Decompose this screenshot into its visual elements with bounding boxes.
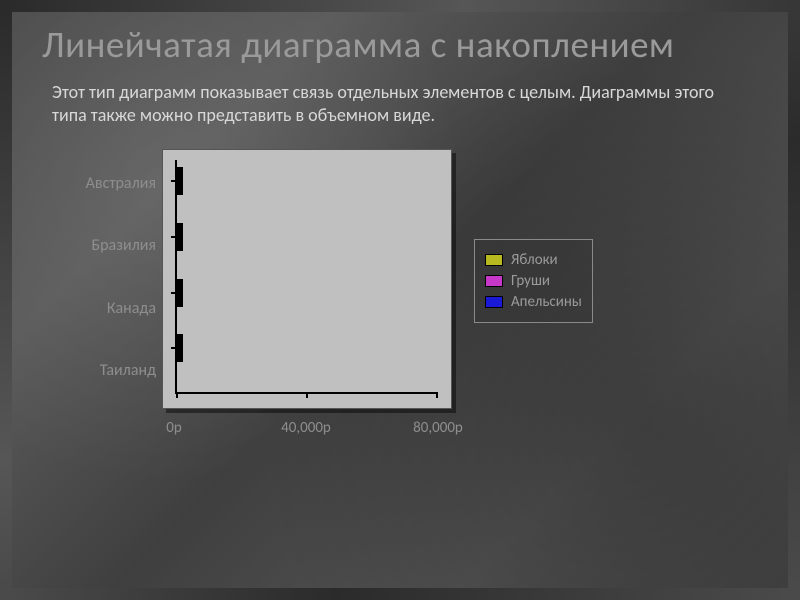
x-axis-label: 0р bbox=[166, 419, 181, 437]
legend-swatch bbox=[485, 275, 503, 287]
y-axis-label: Таиланд bbox=[100, 361, 156, 380]
bar-row bbox=[177, 223, 183, 251]
bar-segment bbox=[181, 167, 183, 195]
y-axis-label: Австралия bbox=[86, 174, 156, 193]
legend: Яблоки Груши Апельсины bbox=[474, 239, 593, 323]
legend-label: Груши bbox=[511, 272, 550, 290]
bar-row bbox=[177, 167, 183, 195]
chart-panel bbox=[162, 149, 452, 409]
bar-segment bbox=[181, 334, 183, 362]
slide-title: Линейчатая диаграмма с накоплением bbox=[42, 24, 758, 67]
bar-row bbox=[177, 334, 183, 362]
legend-label: Яблоки bbox=[511, 251, 558, 269]
legend-swatch bbox=[485, 296, 503, 308]
plot-area bbox=[175, 160, 437, 394]
y-axis-label: Канада bbox=[107, 299, 156, 318]
y-axis-labels: Австралия Бразилия Канада Таиланд bbox=[70, 149, 156, 409]
bar-row bbox=[177, 279, 183, 307]
legend-swatch bbox=[485, 254, 503, 266]
y-axis-label: Бразилия bbox=[92, 236, 156, 255]
legend-item: Яблоки bbox=[485, 251, 582, 269]
legend-item: Апельсины bbox=[485, 293, 582, 311]
bar-segment bbox=[181, 223, 183, 251]
chart-container: АвстралияБразилияКанадаТаиланд 0р40,000р… bbox=[162, 149, 758, 409]
x-axis-label: 80,000р bbox=[413, 419, 463, 437]
legend-label: Апельсины bbox=[511, 293, 582, 311]
legend-item: Груши bbox=[485, 272, 582, 290]
slide-description: Этот тип диаграмм показывает связь отдел… bbox=[52, 81, 718, 128]
bar-segment bbox=[181, 279, 183, 307]
x-axis-labels: 0р40,000р80,000р bbox=[174, 415, 438, 439]
x-axis-label: 40,000р bbox=[281, 419, 331, 437]
